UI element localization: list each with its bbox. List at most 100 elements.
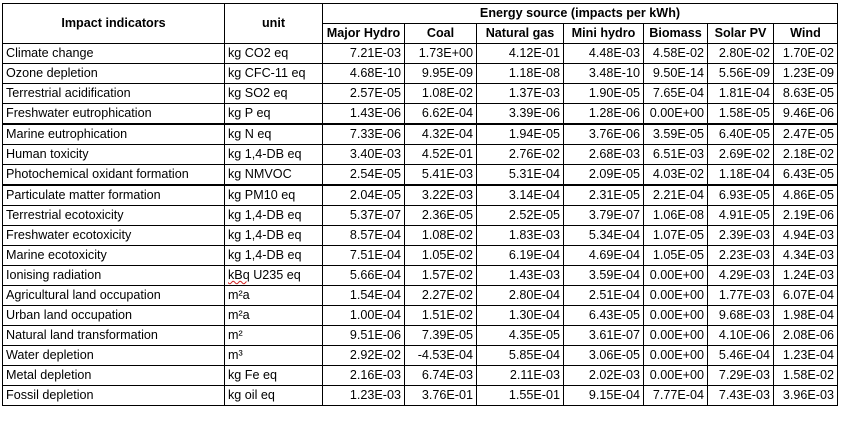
impact-table: Impact indicators unit Energy source (im… (2, 3, 838, 406)
value-cell: 9.51E-06 (322, 325, 405, 346)
value-cell: 2.09E-05 (563, 164, 644, 186)
indicator-cell: Terrestrial acidification (2, 83, 225, 104)
table-row: Terrestrial acidification kg SO2 eq 2.57E-… (2, 83, 838, 104)
table-row: Photochemical oxidant formation kg NMVOC 2… (2, 164, 838, 186)
value-cell: 8.63E-05 (773, 83, 838, 104)
indicator-cell: Terrestrial ecotoxicity (2, 205, 225, 226)
table-row: Freshwater eutrophication kg P eq 1.43E-06… (2, 103, 838, 125)
value-cell: 1.54E-04 (322, 285, 405, 306)
value-cell: 1.18E-08 (476, 63, 564, 84)
value-cell: 6.40E-05 (707, 123, 774, 145)
spellcheck-mark: kBq (228, 268, 250, 282)
source-header-mini-hydro: Mini hydro (563, 23, 644, 44)
source-header-solar-pv: Solar PV (707, 23, 774, 44)
table-row: Marine eutrophication kg N eq 7.33E-06 4.32… (2, 123, 838, 145)
value-cell: 7.77E-04 (643, 385, 708, 406)
table-row: Fossil depletion kg oil eq 1.23E-03 3.76E-0… (2, 385, 838, 406)
value-cell: 4.94E-03 (773, 225, 838, 246)
unit-cell: kBq U235 eq (224, 265, 323, 286)
unit-cell: kg N eq (224, 123, 323, 145)
value-cell: 9.50E-14 (643, 63, 708, 84)
value-cell: 1.23E-09 (773, 63, 838, 84)
value-cell: 9.15E-04 (563, 385, 644, 406)
value-cell: 1.28E-06 (563, 103, 644, 125)
value-cell: 4.34E-03 (773, 245, 838, 266)
value-cell: 4.58E-02 (643, 43, 708, 64)
value-cell: 5.31E-04 (476, 164, 564, 186)
value-cell: 3.06E-05 (563, 345, 644, 366)
unit-cell: kg CO2 eq (224, 43, 323, 64)
value-cell: 5.41E-03 (404, 164, 477, 186)
value-cell: 2.92E-02 (322, 345, 405, 366)
unit-cell: kg oil eq (224, 385, 323, 406)
indicator-cell: Ionising radiation (2, 265, 225, 286)
unit-cell: kg 1,4-DB eq (224, 205, 323, 226)
value-cell: 6.62E-04 (404, 103, 477, 125)
value-cell: 4.35E-05 (476, 325, 564, 346)
value-cell: 2.52E-05 (476, 205, 564, 226)
value-cell: 1.90E-05 (563, 83, 644, 104)
indicator-header: Impact indicators (2, 3, 225, 44)
table-row: Marine ecotoxicity kg 1,4-DB eq 7.51E-04 1.… (2, 245, 838, 266)
impact-table-container: Impact indicators unit Energy source (im… (2, 3, 838, 406)
value-cell: 2.27E-02 (404, 285, 477, 306)
value-cell: 8.57E-04 (322, 225, 405, 246)
header-row-top: Impact indicators unit Energy source (im… (2, 3, 838, 44)
table-row: Water depletion m³ 2.92E-02 -4.53E-04 5.85E-… (2, 345, 838, 366)
impact-table-body: Climate change kg CO2 eq 7.21E-03 1.73E+00 4… (2, 43, 838, 406)
table-row: Freshwater ecotoxicity kg 1,4-DB eq 8.57E-… (2, 225, 838, 246)
value-cell: 1.70E-02 (773, 43, 838, 64)
value-cell: 3.59E-04 (563, 265, 644, 286)
unit-cell: m²a (224, 285, 323, 306)
value-cell: 2.76E-02 (476, 144, 564, 165)
value-cell: 0.00E+00 (643, 305, 708, 326)
value-cell: 1.83E-03 (476, 225, 564, 246)
value-cell: 1.24E-03 (773, 265, 838, 286)
value-cell: 0.00E+00 (643, 265, 708, 286)
indicator-cell: Photochemical oxidant formation (2, 164, 225, 186)
value-cell: 7.21E-03 (322, 43, 405, 64)
value-cell: 7.43E-03 (707, 385, 774, 406)
source-header-major-hydro: Major Hydro (322, 23, 405, 44)
unit-cell: kg 1,4-DB eq (224, 144, 323, 165)
value-cell: 9.95E-09 (404, 63, 477, 84)
unit-cell: kg CFC-11 eq (224, 63, 323, 84)
table-row: Terrestrial ecotoxicity kg 1,4-DB eq 5.37E… (2, 205, 838, 226)
value-cell: 3.39E-06 (476, 103, 564, 125)
value-cell: 4.69E-04 (563, 245, 644, 266)
source-header-natural-gas: Natural gas (476, 23, 564, 44)
unit-cell: kg Fe eq (224, 365, 323, 386)
value-cell: 1.30E-04 (476, 305, 564, 326)
value-cell: 2.19E-06 (773, 205, 838, 226)
indicator-cell: Metal depletion (2, 365, 225, 386)
value-cell: 4.12E-01 (476, 43, 564, 64)
energy-source-header: Energy source (impacts per kWh) (322, 3, 838, 24)
table-row: Particulate matter formation kg PM10 eq 2.… (2, 184, 838, 206)
table-row: Human toxicity kg 1,4-DB eq 3.40E-03 4.52E-… (2, 144, 838, 165)
indicator-cell: Climate change (2, 43, 225, 64)
value-cell: 2.08E-06 (773, 325, 838, 346)
unit-cell: kg SO2 eq (224, 83, 323, 104)
value-cell: 3.59E-05 (643, 123, 708, 145)
value-cell: 6.07E-04 (773, 285, 838, 306)
value-cell: 7.65E-04 (643, 83, 708, 104)
value-cell: 4.29E-03 (707, 265, 774, 286)
table-row: Ozone depletion kg CFC-11 eq 4.68E-10 9.95E… (2, 63, 838, 84)
value-cell: 2.11E-03 (476, 365, 564, 386)
value-cell: 1.08E-02 (404, 83, 477, 104)
indicator-cell: Freshwater eutrophication (2, 103, 225, 125)
value-cell: 2.51E-04 (563, 285, 644, 306)
value-cell: 0.00E+00 (643, 345, 708, 366)
value-cell: 3.61E-07 (563, 325, 644, 346)
value-cell: 2.16E-03 (322, 365, 405, 386)
value-cell: 2.68E-03 (563, 144, 644, 165)
indicator-cell: Particulate matter formation (2, 184, 225, 206)
value-cell: 1.05E-02 (404, 245, 477, 266)
table-row: Metal depletion kg Fe eq 2.16E-03 6.74E-03 2… (2, 365, 838, 386)
value-cell: 7.29E-03 (707, 365, 774, 386)
value-cell: 2.21E-04 (643, 184, 708, 206)
value-cell: 4.91E-05 (707, 205, 774, 226)
value-cell: 2.31E-05 (563, 184, 644, 206)
value-cell: 3.48E-10 (563, 63, 644, 84)
value-cell: 2.47E-05 (773, 123, 838, 145)
